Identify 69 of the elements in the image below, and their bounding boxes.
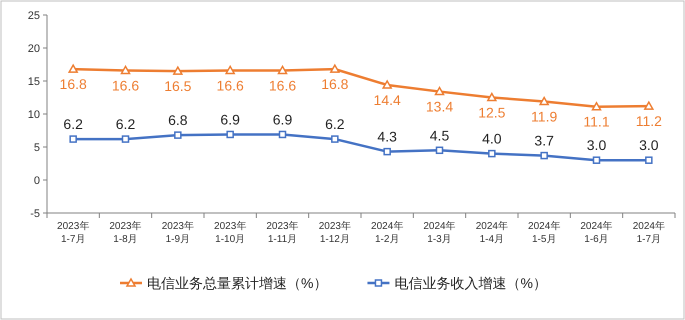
point [330, 64, 340, 73]
x-tick-label: 2023年 1-10月 [214, 220, 246, 245]
data-label: 12.5 [478, 104, 506, 120]
data-label: 14.4 [374, 92, 402, 108]
point [225, 66, 235, 74]
x-tick-label: 2023年 1-12月 [318, 220, 351, 245]
point [174, 131, 182, 139]
point [436, 146, 444, 154]
x-tick-label: 2024年 1-5月 [528, 220, 560, 245]
y-tick-label: 15 [28, 76, 40, 88]
point [382, 80, 392, 89]
x-tick-label: 2023年 1-8月 [109, 220, 142, 245]
x-tick-label: 2023年 1-7月 [57, 220, 90, 245]
y-tick-label: 5 [34, 142, 40, 154]
point [278, 130, 286, 138]
y-tick-label: -5 [30, 208, 40, 220]
data-label: 4.3 [377, 128, 398, 145]
data-label: 6.9 [272, 111, 292, 128]
data-label: 16.6 [112, 77, 140, 94]
y-tick-label: 10 [28, 109, 40, 121]
point [383, 148, 391, 156]
data-label: 16.6 [216, 77, 244, 94]
point [487, 92, 497, 102]
y-tick-label: 20 [28, 43, 40, 55]
data-label: 16.5 [164, 78, 192, 94]
data-label: 16.8 [60, 76, 88, 92]
y-tick-label: 0 [34, 175, 40, 187]
data-label: 6.2 [116, 116, 136, 132]
data-label: 11.1 [583, 114, 610, 130]
point [173, 66, 183, 75]
data-label: 3.7 [534, 132, 554, 149]
data-label: 6.2 [63, 116, 84, 132]
point [539, 96, 549, 106]
legend-label: 电信业务总量累计增速（%） [147, 275, 328, 291]
data-label: 11.9 [531, 108, 558, 124]
data-label: 11.2 [636, 113, 662, 130]
point [434, 86, 444, 96]
point [226, 130, 234, 138]
point [592, 102, 602, 110]
x-tick-label: 2024年 1-6月 [580, 220, 613, 245]
data-label: 3.0 [639, 137, 659, 154]
x-tick-label: 2024年 1-2月 [371, 220, 404, 245]
point [644, 101, 654, 110]
y-tick-label: 25 [28, 10, 40, 22]
point [69, 135, 77, 143]
x-tick-label: 2024年 1-4月 [476, 220, 508, 245]
point [278, 66, 288, 74]
point [68, 64, 78, 73]
point [645, 156, 653, 164]
data-label: 16.6 [268, 77, 296, 94]
data-label: 4.0 [482, 130, 502, 147]
point [122, 135, 130, 143]
x-tick-label: 2024年 1-7月 [632, 220, 665, 245]
data-label: 6.9 [220, 111, 240, 128]
data-label: 4.5 [430, 127, 450, 144]
data-label: 16.8 [321, 76, 349, 92]
x-tick-label: 2024年 1-3月 [423, 220, 456, 245]
data-label: 6.2 [325, 116, 345, 132]
point [592, 156, 600, 164]
data-label: 13.4 [426, 98, 454, 115]
point [331, 135, 339, 143]
data-label: 6.8 [168, 112, 188, 128]
x-tick-label: 2023年 1-11月 [266, 220, 299, 245]
data-label: 3.0 [586, 137, 606, 154]
x-tick-label: 2023年 1-9月 [162, 220, 194, 245]
point [540, 152, 548, 160]
point [120, 66, 130, 74]
point [488, 150, 496, 158]
legend-label: 电信业务收入增速（%） [394, 275, 547, 291]
